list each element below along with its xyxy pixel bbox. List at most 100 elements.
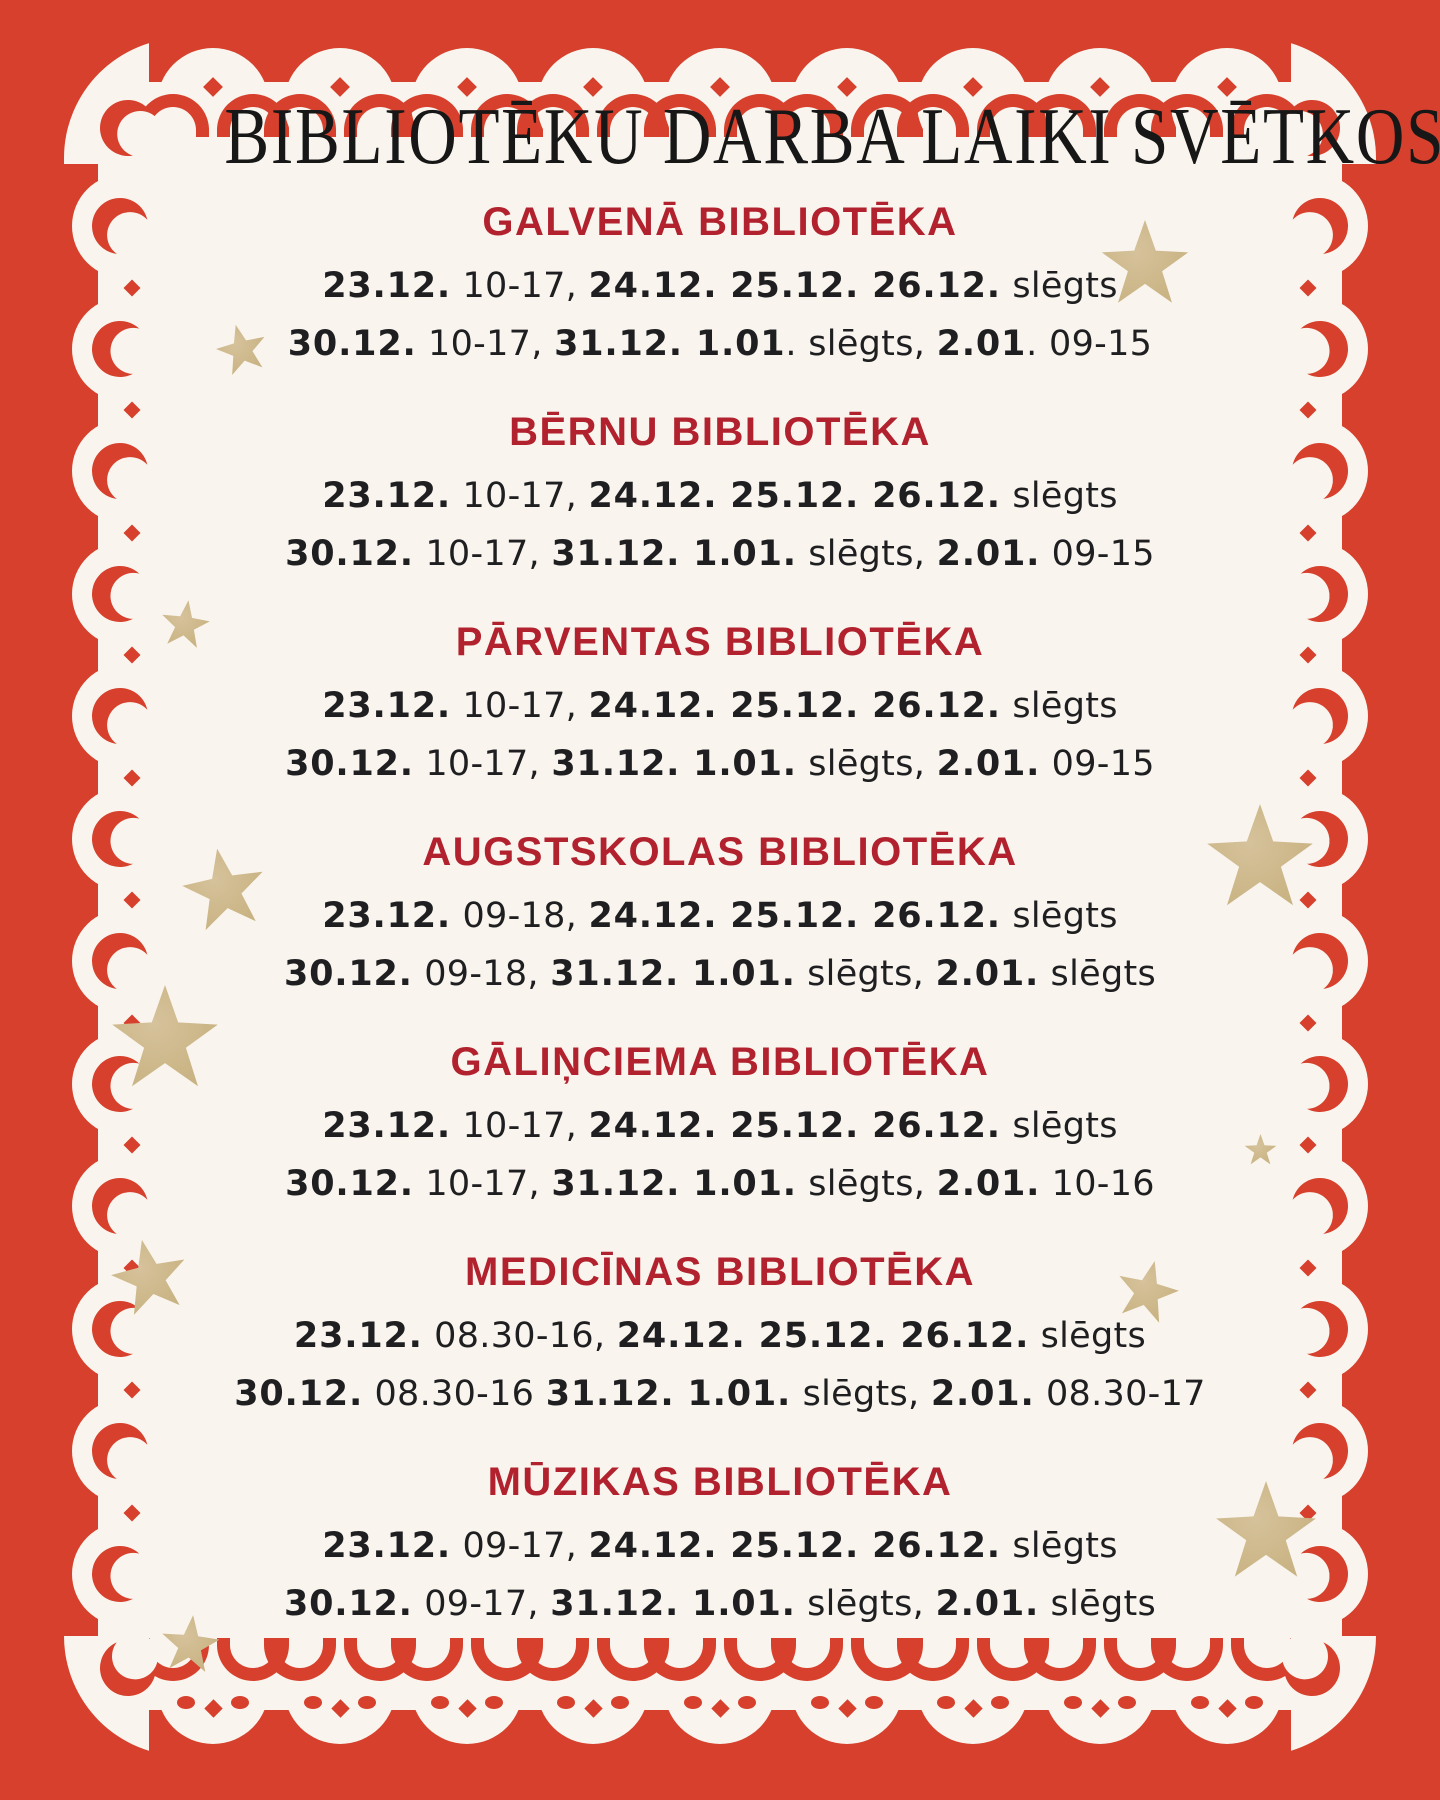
- date-bold: 2.01.: [935, 1584, 1040, 1624]
- library-section: BĒRNU BIBLIOTĒKA 23.12. 10-17, 24.12. 25.…: [130, 408, 1310, 576]
- schedule-text: 09-15: [1040, 534, 1155, 574]
- date-bold: 24.12. 25.12. 26.12.: [588, 476, 1001, 516]
- schedule-text: slēgts: [1000, 1106, 1118, 1146]
- date-bold: 23.12.: [322, 1106, 452, 1146]
- schedule-text: slēgts: [1039, 954, 1157, 994]
- library-section: AUGSTSKOLAS BIBLIOTĒKA 23.12. 09-18, 24.1…: [130, 828, 1310, 996]
- date-bold: 31.12. 1.01.: [551, 534, 797, 574]
- schedule-text: 08.30-16,: [422, 1316, 617, 1356]
- schedule-text: slēgts,: [796, 1164, 937, 1204]
- date-bold: 30.12.: [283, 954, 413, 994]
- schedule-text: 10-17,: [451, 266, 589, 306]
- date-bold: 23.12.: [322, 476, 452, 516]
- library-sections: GALVENĀ BIBLIOTĒKA 23.12. 10-17, 24.12. 2…: [130, 198, 1310, 1626]
- library-section: GALVENĀ BIBLIOTĒKA 23.12. 10-17, 24.12. 2…: [130, 198, 1310, 366]
- date-bold: 24.12. 25.12. 26.12.: [588, 1526, 1001, 1566]
- schedule-line: 30.12. 10-17, 31.12. 1.01. slēgts, 2.01.…: [130, 742, 1310, 786]
- date-bold: 31.12. 1.01.: [545, 1374, 792, 1414]
- schedule-text: 10-17,: [451, 1106, 589, 1146]
- schedule-text: 10-16: [1040, 1164, 1155, 1204]
- section-heading: GĀLIŅCIEMA BIBLIOTĒKA: [450, 1040, 990, 1084]
- date-bold: 23.12.: [322, 896, 452, 936]
- section-heading: BĒRNU BIBLIOTĒKA: [509, 410, 931, 454]
- section-heading: GALVENĀ BIBLIOTĒKA: [482, 200, 958, 244]
- schedule-line: 23.12. 09-18, 24.12. 25.12. 26.12. slēgt…: [130, 894, 1310, 938]
- schedule-text: slēgts: [1000, 686, 1118, 726]
- date-bold: 2.01.: [930, 1374, 1035, 1414]
- schedule-line: 23.12. 10-17, 24.12. 25.12. 26.12. slēgt…: [130, 1104, 1310, 1148]
- schedule-text: . slēgts,: [785, 324, 937, 364]
- date-bold: 23.12.: [293, 1316, 423, 1356]
- schedule-text: 08.30-16: [363, 1374, 546, 1414]
- schedule-line: 23.12. 09-17, 24.12. 25.12. 26.12. slēgt…: [130, 1524, 1310, 1568]
- schedule-text: slēgts,: [796, 744, 937, 784]
- date-bold: 30.12.: [283, 1584, 413, 1624]
- date-bold: 24.12. 25.12. 26.12.: [616, 1316, 1030, 1356]
- date-bold: 24.12. 25.12. 26.12.: [588, 686, 1001, 726]
- date-bold: 30.12.: [285, 534, 414, 574]
- schedule-line: 30.12. 09-17, 31.12. 1.01. slēgts, 2.01.…: [130, 1582, 1310, 1626]
- schedule-line: 30.12. 08.30-16 31.12. 1.01. slēgts, 2.0…: [130, 1372, 1310, 1416]
- schedule-text: 09-18,: [451, 896, 589, 936]
- date-bold: 31.12. 1.01.: [550, 1584, 796, 1624]
- date-bold: 30.12.: [285, 1164, 414, 1204]
- schedule-text: 09-17,: [412, 1584, 551, 1624]
- date-bold: 23.12.: [322, 686, 452, 726]
- schedule-text: slēgts: [1000, 266, 1118, 306]
- schedule-line: 23.12. 10-17, 24.12. 25.12. 26.12. slēgt…: [130, 684, 1310, 728]
- schedule-text: 10-17,: [413, 534, 552, 574]
- date-bold: 23.12.: [322, 1526, 452, 1566]
- date-bold: 30.12.: [285, 744, 414, 784]
- schedule-text: slēgts: [1000, 1526, 1118, 1566]
- poster-content: BIBLIOTĒKU DARBA LAIKI SVĒTKOS GALVENĀ B…: [130, 90, 1440, 1668]
- schedule-text: slēgts,: [791, 1374, 931, 1414]
- schedule-line: 30.12. 10-17, 31.12. 1.01. slēgts, 2.01.…: [130, 322, 1310, 366]
- date-bold: 24.12. 25.12. 26.12.: [588, 896, 1001, 936]
- date-bold: 24.12. 25.12. 26.12.: [588, 266, 1001, 306]
- section-heading: AUGSTSKOLAS BIBLIOTĒKA: [422, 830, 1018, 874]
- section-heading: MŪZIKAS BIBLIOTĒKA: [487, 1460, 953, 1504]
- date-bold: 2.01.: [936, 1164, 1041, 1204]
- schedule-text: slēgts,: [795, 954, 936, 994]
- schedule-text: slēgts: [1029, 1316, 1147, 1356]
- schedule-line: 30.12. 09-18, 31.12. 1.01. slēgts, 2.01.…: [130, 952, 1310, 996]
- schedule-line: 23.12. 10-17, 24.12. 25.12. 26.12. slēgt…: [130, 264, 1310, 308]
- poster-title: BIBLIOTĒKU DARBA LAIKI SVĒTKOS: [224, 93, 1440, 181]
- schedule-text: 10-17,: [413, 1164, 552, 1204]
- date-bold: 31.12. 1.01.: [551, 1164, 797, 1204]
- date-bold: 31.12. 1.01.: [550, 954, 796, 994]
- schedule-text: slēgts,: [796, 534, 937, 574]
- schedule-line: 23.12. 08.30-16, 24.12. 25.12. 26.12. sl…: [130, 1314, 1310, 1358]
- library-section: MŪZIKAS BIBLIOTĒKA 23.12. 09-17, 24.12. 2…: [130, 1458, 1310, 1626]
- schedule-text: slēgts: [1039, 1584, 1157, 1624]
- schedule-text: 09-17,: [451, 1526, 589, 1566]
- date-bold: 2.01.: [936, 534, 1041, 574]
- library-section: MEDICĪNAS BIBLIOTĒKA 23.12. 08.30-16, 24.…: [130, 1248, 1310, 1416]
- library-section: GĀLIŅCIEMA BIBLIOTĒKA 23.12. 10-17, 24.12…: [130, 1038, 1310, 1206]
- schedule-text: 10-17,: [413, 744, 552, 784]
- schedule-text: slēgts: [1000, 896, 1118, 936]
- library-section: PĀRVENTAS BIBLIOTĒKA 23.12. 10-17, 24.12.…: [130, 618, 1310, 786]
- schedule-line: 23.12. 10-17, 24.12. 25.12. 26.12. slēgt…: [130, 474, 1310, 518]
- date-bold: 31.12. 1.01.: [551, 744, 797, 784]
- schedule-text: 10-17,: [451, 686, 589, 726]
- schedule-text: . 09-15: [1026, 324, 1153, 364]
- schedule-text: 09-15: [1040, 744, 1155, 784]
- section-heading: PĀRVENTAS BIBLIOTĒKA: [455, 620, 985, 664]
- schedule-text: slēgts: [1000, 476, 1118, 516]
- section-heading: MEDICĪNAS BIBLIOTĒKA: [465, 1250, 975, 1294]
- date-bold: 2.01.: [935, 954, 1040, 994]
- schedule-text: 08.30-17: [1034, 1374, 1206, 1414]
- date-bold: 30.12.: [287, 324, 417, 364]
- date-bold: 31.12. 1.01: [554, 324, 786, 364]
- date-bold: 23.12.: [322, 266, 452, 306]
- poster-panel: [64, 38, 1376, 1756]
- date-bold: 30.12.: [234, 1374, 364, 1414]
- schedule-text: slēgts,: [795, 1584, 936, 1624]
- schedule-line: 30.12. 10-17, 31.12. 1.01. slēgts, 2.01.…: [130, 1162, 1310, 1206]
- date-bold: 2.01: [936, 324, 1027, 364]
- schedule-text: 10-17,: [416, 324, 555, 364]
- date-bold: 2.01.: [936, 744, 1041, 784]
- date-bold: 24.12. 25.12. 26.12.: [588, 1106, 1001, 1146]
